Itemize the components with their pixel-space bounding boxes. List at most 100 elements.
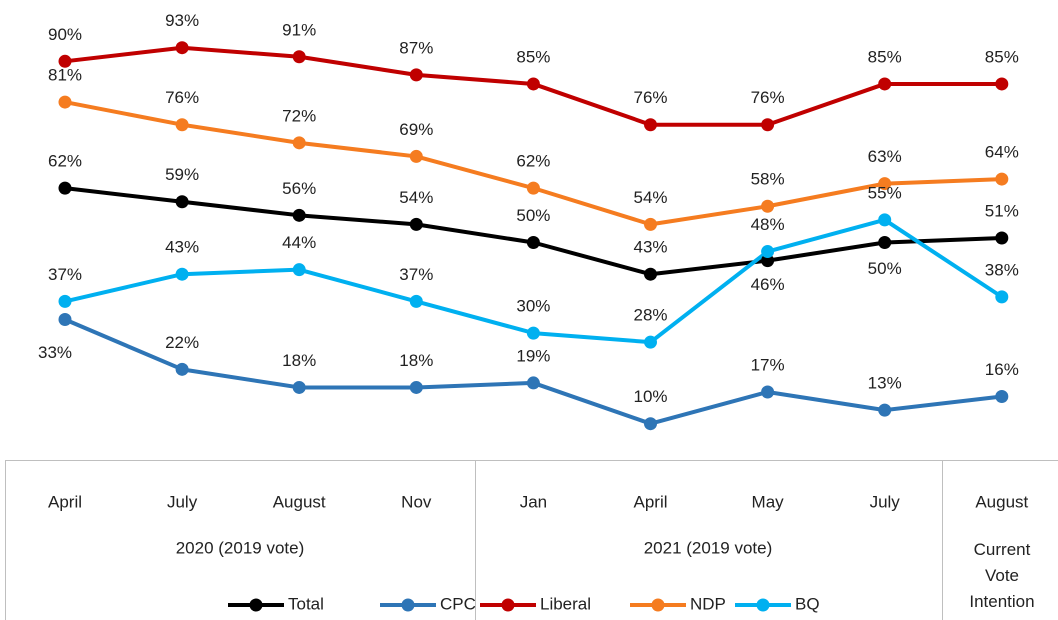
point (878, 177, 892, 191)
data-label: 69% (399, 120, 433, 139)
point (58, 95, 72, 109)
point (526, 326, 540, 340)
data-label: 93% (165, 11, 199, 30)
x-tick-label: May (752, 492, 785, 511)
point (878, 236, 892, 249)
point (644, 417, 657, 431)
data-label: 50% (868, 259, 902, 278)
data-label: 51% (985, 201, 1019, 220)
point (761, 245, 775, 259)
data-label: 38% (985, 260, 1019, 279)
point (409, 217, 423, 231)
data-label: 17% (751, 355, 785, 374)
data-label: 91% (282, 20, 316, 39)
data-label: 16% (985, 360, 1019, 379)
point (995, 290, 1009, 304)
data-label: 37% (399, 265, 433, 284)
group-label: Current Vote Intention (969, 540, 1035, 611)
legend-label: Total (288, 594, 324, 613)
point (644, 217, 657, 231)
point (292, 50, 306, 64)
data-label: 63% (868, 147, 902, 166)
point (175, 41, 189, 55)
point (292, 208, 306, 222)
data-label: 13% (868, 374, 902, 393)
x-tick-label: Nov (401, 492, 432, 511)
legend-label: Liberal (540, 594, 591, 613)
point (995, 77, 1009, 91)
data-label: 19% (516, 346, 550, 365)
point (644, 267, 657, 281)
point (761, 385, 775, 399)
legend-marker (401, 598, 415, 612)
point (526, 236, 540, 249)
point (761, 254, 775, 268)
point (175, 267, 189, 281)
x-tick-label: April (633, 492, 667, 511)
point (526, 376, 540, 390)
point (409, 68, 423, 82)
legend-marker (501, 598, 515, 612)
point (175, 118, 189, 132)
data-label: 87% (399, 38, 433, 57)
point (761, 118, 775, 132)
data-label: 18% (282, 351, 316, 370)
data-label: 58% (751, 170, 785, 189)
data-label: 72% (282, 106, 316, 125)
data-label: 85% (868, 47, 902, 66)
point (526, 77, 540, 91)
legend-label: CPC (440, 594, 476, 613)
data-label: 33% (38, 343, 72, 362)
group-label: 2021 (2019 vote) (644, 538, 773, 557)
point (995, 390, 1009, 404)
data-label: 43% (633, 238, 667, 257)
x-tick-label: July (870, 492, 901, 511)
point (644, 335, 657, 349)
legend-marker (249, 598, 263, 612)
point (292, 380, 306, 394)
point (995, 231, 1009, 245)
data-label: 54% (633, 188, 667, 207)
data-label: 46% (751, 275, 785, 294)
point (58, 294, 72, 308)
x-tick-label: Jan (520, 492, 547, 511)
point (58, 313, 72, 327)
point (761, 199, 775, 213)
data-label: 55% (868, 183, 902, 202)
table-frame (5, 460, 1058, 620)
data-label: 90% (48, 25, 82, 44)
data-label: 28% (633, 306, 667, 325)
data-label: 62% (48, 152, 82, 171)
point (878, 77, 892, 91)
point (292, 136, 306, 150)
data-label: 76% (165, 88, 199, 107)
x-tick-label: August (975, 492, 1028, 511)
data-label: 81% (48, 66, 82, 85)
point (878, 213, 892, 227)
data-label: 76% (751, 88, 785, 107)
point (526, 181, 540, 195)
data-label: 48% (751, 215, 785, 234)
data-label: 43% (165, 238, 199, 257)
point (409, 380, 423, 394)
data-label: 54% (399, 188, 433, 207)
point (409, 149, 423, 163)
data-label: 85% (516, 47, 550, 66)
data-label: 10% (633, 387, 667, 406)
data-label: 59% (165, 165, 199, 184)
data-label: 64% (985, 143, 1019, 162)
series-line (64, 186, 1002, 277)
data-label: 76% (633, 88, 667, 107)
x-tick-label: August (273, 492, 326, 511)
group-label: 2020 (2019 vote) (176, 538, 305, 557)
legend-label: NDP (690, 594, 726, 613)
data-label: 85% (985, 47, 1019, 66)
data-label: 22% (165, 333, 199, 352)
data-label: 18% (399, 351, 433, 370)
point (409, 294, 423, 308)
data-label: 44% (282, 233, 316, 252)
point (995, 172, 1009, 186)
legend-marker (756, 598, 770, 612)
